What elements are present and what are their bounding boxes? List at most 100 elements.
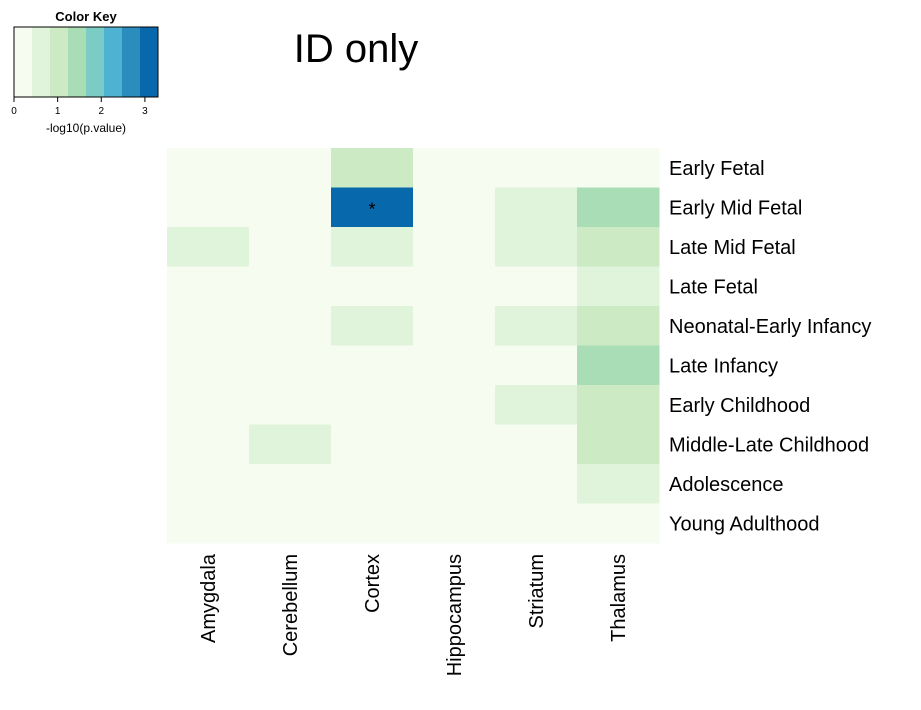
heatmap-cell-middle-late-childhood-cortex [331, 424, 414, 465]
column-label-thalamus: Thalamus [608, 554, 630, 642]
heatmap-cell-early-mid-fetal-amygdala [167, 187, 250, 228]
heatmap-cell-neonatal-early-infancy-cerebellum [249, 306, 332, 346]
heatmap-cell-early-childhood-cerebellum [249, 385, 332, 425]
heatmap-cell-adolescence-hippocampus [413, 464, 496, 504]
heatmap-cell-late-fetal-hippocampus [413, 266, 496, 307]
heatmap-cell-early-mid-fetal-hippocampus [413, 187, 496, 228]
row-label-adolescence: Adolescence [669, 474, 784, 496]
heatmap-cell-early-mid-fetal-cortex [331, 187, 414, 228]
heatmap-cell-early-mid-fetal-thalamus [577, 187, 660, 228]
heatmap-cell-late-infancy-striatum [495, 345, 578, 386]
heatmap-cell-middle-late-childhood-amygdala [167, 424, 250, 465]
heatmap-cell-late-mid-fetal-hippocampus [413, 227, 496, 267]
heatmap-cell-middle-late-childhood-hippocampus [413, 424, 496, 465]
heatmap-cell-early-mid-fetal-cerebellum [249, 187, 332, 228]
heatmap-cell-late-mid-fetal-cerebellum [249, 227, 332, 267]
heatmap-cell-young-adulthood-thalamus [577, 503, 660, 544]
column-labels: Amygdala Cerebellum Cortex Hippocampus Stria… [198, 553, 630, 676]
heatmap-cell-neonatal-early-infancy-hippocampus [413, 306, 496, 346]
color-key-tick-label: 1 [55, 106, 61, 117]
heatmap-cell-adolescence-cortex [331, 464, 414, 504]
heatmap-cell-late-infancy-hippocampus [413, 345, 496, 386]
heatmap-cell-early-fetal-hippocampus [413, 148, 496, 188]
heatmap-cell-adolescence-amygdala [167, 464, 250, 504]
row-label-middle-late-childhood: Middle-Late Childhood [669, 434, 869, 456]
color-key-tick-label: 3 [142, 106, 148, 117]
row-label-early-mid-fetal: Early Mid Fetal [669, 197, 802, 219]
heatmap-annotations: * [368, 199, 375, 219]
heatmap-cell-early-mid-fetal-striatum [495, 187, 578, 228]
heatmap-cell-early-childhood-striatum [495, 385, 578, 425]
heatmap-cell-late-fetal-striatum [495, 266, 578, 307]
heatmap-cell-late-fetal-cortex [331, 266, 414, 307]
heatmap-cell-early-childhood-amygdala [167, 385, 250, 425]
row-label-late-fetal: Late Fetal [669, 276, 758, 298]
heatmap-cell-middle-late-childhood-cerebellum [249, 424, 332, 465]
heatmap-cell-early-childhood-hippocampus [413, 385, 496, 425]
color-key-tick-label: 0 [11, 106, 17, 117]
column-label-cerebellum: Cerebellum [280, 554, 302, 656]
heatmap-cell-adolescence-striatum [495, 464, 578, 504]
color-key-swatch-4 [86, 27, 105, 97]
column-label-cortex: Cortex [362, 554, 384, 613]
color-key-swatch-1 [32, 27, 51, 97]
heatmap-cell-young-adulthood-cerebellum [249, 503, 332, 544]
heatmap-cell-neonatal-early-infancy-cortex [331, 306, 414, 346]
heatmap-cell-young-adulthood-hippocampus [413, 503, 496, 544]
heatmap-cell-early-fetal-amygdala [167, 148, 250, 188]
heatmap-cell-late-infancy-thalamus [577, 345, 660, 386]
heatmap-cell-late-infancy-cortex [331, 345, 414, 386]
heatmap-cell-late-infancy-cerebellum [249, 345, 332, 386]
row-labels: Early Fetal Early Mid Fetal Late Mid Fetal… [669, 158, 871, 536]
heatmap-cell-late-mid-fetal-thalamus [577, 227, 660, 267]
row-label-early-childhood: Early Childhood [669, 395, 810, 417]
heatmap-cell-young-adulthood-amygdala [167, 503, 250, 544]
color-key-swatch-3 [68, 27, 87, 97]
color-key-swatches [14, 27, 159, 97]
heatmap-cells [167, 148, 660, 544]
row-label-late-infancy: Late Infancy [669, 355, 778, 377]
column-label-hippocampus: Hippocampus [444, 554, 466, 676]
heatmap-cell-middle-late-childhood-striatum [495, 424, 578, 465]
color-key-xlabel: -log10(p.value) [46, 121, 126, 135]
color-key: Color Key 0 1 2 3 -log10(p.value) [11, 9, 159, 135]
color-key-swatch-5 [104, 27, 123, 97]
column-label-striatum: Striatum [526, 554, 548, 628]
heatmap-cell-middle-late-childhood-thalamus [577, 424, 660, 465]
row-label-early-fetal: Early Fetal [669, 158, 765, 180]
heatmap-cell-young-adulthood-striatum [495, 503, 578, 544]
color-key-tick-label: 2 [98, 106, 104, 117]
heatmap-cell-early-fetal-striatum [495, 148, 578, 188]
heatmap-cell-adolescence-thalamus [577, 464, 660, 504]
column-label-amygdala: Amygdala [198, 553, 220, 643]
heatmap-cell-neonatal-early-infancy-thalamus [577, 306, 660, 346]
heatmap-cell-late-mid-fetal-amygdala [167, 227, 250, 267]
heatmap-cell-neonatal-early-infancy-striatum [495, 306, 578, 346]
row-label-late-mid-fetal: Late Mid Fetal [669, 237, 796, 259]
heatmap-cell-late-fetal-cerebellum [249, 266, 332, 307]
color-key-swatch-6 [122, 27, 141, 97]
chart-title: ID only [294, 27, 419, 71]
heatmap-cell-young-adulthood-cortex [331, 503, 414, 544]
color-key-swatch-2 [50, 27, 69, 97]
significance-marker: * [368, 199, 375, 219]
color-key-swatch-7 [140, 27, 159, 97]
row-label-neonatal-early-infancy: Neonatal-Early Infancy [669, 316, 871, 338]
color-key-title: Color Key [55, 9, 117, 24]
heatmap-cell-late-infancy-amygdala [167, 345, 250, 386]
color-key-ticks: 0 1 2 3 [11, 96, 158, 117]
heatmap-cell-early-fetal-cortex [331, 148, 414, 188]
heatmap-cell-late-fetal-thalamus [577, 266, 660, 307]
heatmap-cell-neonatal-early-infancy-amygdala [167, 306, 250, 346]
heatmap-cell-late-mid-fetal-cortex [331, 227, 414, 267]
heatmap-cell-early-childhood-cortex [331, 385, 414, 425]
heatmap-cell-early-childhood-thalamus [577, 385, 660, 425]
heatmap-cell-early-fetal-thalamus [577, 148, 660, 188]
heatmap-cell-adolescence-cerebellum [249, 464, 332, 504]
heatmap-cell-late-fetal-amygdala [167, 266, 250, 307]
heatmap-cell-late-mid-fetal-striatum [495, 227, 578, 267]
color-key-swatch-0 [14, 27, 33, 97]
heatmap-cell-early-fetal-cerebellum [249, 148, 332, 188]
row-label-young-adulthood: Young Adulthood [669, 513, 820, 535]
